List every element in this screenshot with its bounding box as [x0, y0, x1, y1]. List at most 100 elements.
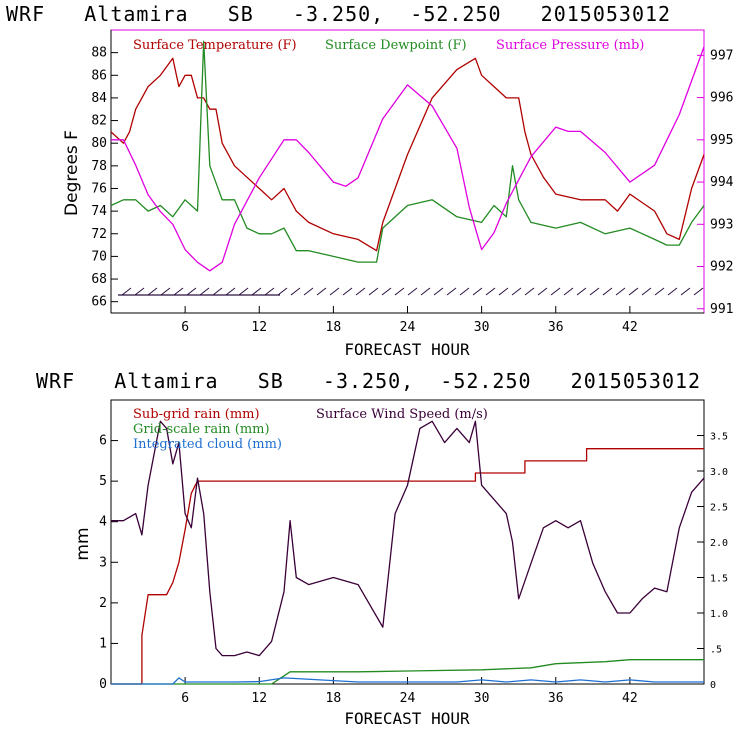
series-line-surface-wind-speed-m-s — [111, 420, 705, 657]
series-line-integrated-cloud-mm — [111, 677, 704, 685]
series-line-surface-pressure-mb — [111, 46, 705, 272]
y2-tick-label: 997 — [710, 48, 733, 63]
wind-barb — [446, 287, 457, 296]
top-y-axis-label: Degrees F — [62, 130, 82, 216]
wind-barb — [381, 287, 392, 296]
y2-tick-label: 995 — [710, 133, 733, 148]
x-tick-label: 24 — [400, 320, 416, 335]
legend-subgrid-rain: Sub-grid rain (mm) — [133, 407, 260, 422]
y-tick-label: 5 — [99, 474, 107, 489]
wind-barb — [134, 287, 145, 296]
wind-barb — [290, 287, 301, 296]
x-tick-label: 36 — [548, 320, 564, 335]
top-series-group — [110, 40, 705, 272]
y-tick-label: 70 — [91, 249, 107, 264]
legend-gridscale-rain: Grid-scale rain (mm) — [133, 422, 270, 437]
bottom-x-axis-label: FORECAST HOUR — [344, 709, 470, 728]
y2-tick-label: 3.0 — [710, 467, 728, 478]
y-tick-label: 66 — [91, 295, 107, 310]
wind-barb — [121, 287, 132, 296]
wind-barb — [264, 287, 275, 296]
y2-tick-label: 2.0 — [710, 538, 728, 549]
y-tick-label: 76 — [91, 181, 107, 196]
y2-tick-label: .5 — [710, 645, 722, 656]
wind-barb — [576, 287, 587, 296]
y-tick-label: 4 — [99, 515, 107, 530]
legend-surface-temperature: Surface Temperature (F) — [133, 38, 297, 53]
wind-barb — [550, 287, 561, 296]
wind-barb — [342, 287, 353, 296]
wind-barb — [615, 287, 626, 296]
wind-barb — [355, 287, 366, 296]
x-tick-label: 42 — [622, 691, 638, 706]
x-tick-label: 6 — [181, 320, 189, 335]
wind-barb — [680, 287, 691, 296]
y-tick-label: 72 — [91, 227, 107, 242]
x-tick-label: 30 — [474, 320, 490, 335]
wind-barb — [277, 287, 288, 296]
legend-surface-dewpoint: Surface Dewpoint (F) — [325, 38, 467, 53]
x-tick-label: 24 — [400, 691, 416, 706]
bottom-y-axis-label: mm — [73, 527, 93, 560]
series-line-surface-dewpoint-f — [110, 40, 705, 263]
y-tick-label: 80 — [91, 136, 107, 151]
wind-barb — [368, 287, 379, 296]
wind-barb — [303, 287, 314, 296]
x-tick-label: 12 — [251, 320, 267, 335]
wind-barb — [394, 287, 405, 296]
x-tick-label: 12 — [251, 691, 267, 706]
wind-barb — [459, 287, 470, 296]
y2-tick-label: 994 — [710, 175, 734, 190]
y-tick-label: 1 — [99, 636, 107, 651]
wind-barb — [160, 287, 171, 296]
top-x-axis-label: FORECAST HOUR — [344, 340, 470, 359]
y2-tick-label: 991 — [710, 302, 733, 317]
wind-barb — [641, 287, 652, 296]
wind-barb — [667, 287, 678, 296]
wind-barb — [407, 287, 418, 296]
y2-tick-label: 3.5 — [710, 432, 728, 443]
wind-barb — [589, 287, 600, 296]
legend-surface-wind-speed: Surface Wind Speed (m/s) — [316, 407, 488, 422]
wind-barb — [316, 287, 327, 296]
x-tick-label: 18 — [326, 320, 342, 335]
wind-barb — [433, 287, 444, 296]
wind-barb — [472, 287, 483, 296]
wind-barb — [498, 287, 509, 296]
legend-surface-pressure: Surface Pressure (mb) — [496, 38, 644, 53]
wind-barb — [212, 287, 223, 296]
y-tick-label: 6 — [99, 434, 107, 449]
y2-tick-label: 2.5 — [710, 503, 728, 514]
y2-tick-label: 993 — [710, 217, 733, 232]
series-line-surface-temperature-f — [110, 57, 705, 252]
series-line-sub-grid-rain-mm — [111, 448, 704, 685]
y-tick-label: 68 — [91, 272, 107, 287]
bottom-x-ticks: 6 12 18 24 30 36 42 — [181, 677, 638, 706]
y-tick-label: 88 — [91, 46, 107, 61]
wind-barb — [147, 287, 158, 296]
wind-barb — [186, 287, 197, 296]
wind-barb — [537, 287, 548, 296]
y2-tick-label: 1.5 — [710, 574, 728, 585]
y2-tick-label: 992 — [710, 260, 733, 275]
top-x-ticks: 6 12 18 24 30 36 42 — [181, 306, 638, 335]
wind-barb — [485, 287, 496, 296]
wind-barb — [420, 287, 431, 296]
legend-integrated-cloud: Integrated cloud (mm) — [133, 437, 282, 452]
wind-barb — [628, 287, 639, 296]
y2-tick-label: 0 — [710, 680, 716, 691]
top-y-ticks: 66 68 70 72 74 76 78 80 82 84 86 88 — [91, 46, 118, 310]
wind-barb — [251, 287, 262, 296]
series-line-grid-scale-rain-mm — [111, 659, 704, 685]
y-tick-label: 78 — [91, 159, 107, 174]
wind-barb — [654, 287, 665, 296]
bottom-y2-ticks: 0 .5 1.0 1.5 2.0 2.5 3.0 3.5 — [697, 432, 728, 691]
x-tick-label: 18 — [326, 691, 342, 706]
wind-barb — [238, 287, 249, 296]
wind-barb — [524, 287, 535, 296]
wind-barb — [511, 287, 522, 296]
wind-barb — [563, 287, 574, 296]
y-tick-label: 2 — [99, 596, 107, 611]
bottom-y-ticks: 0 1 2 3 4 5 6 — [99, 434, 118, 692]
